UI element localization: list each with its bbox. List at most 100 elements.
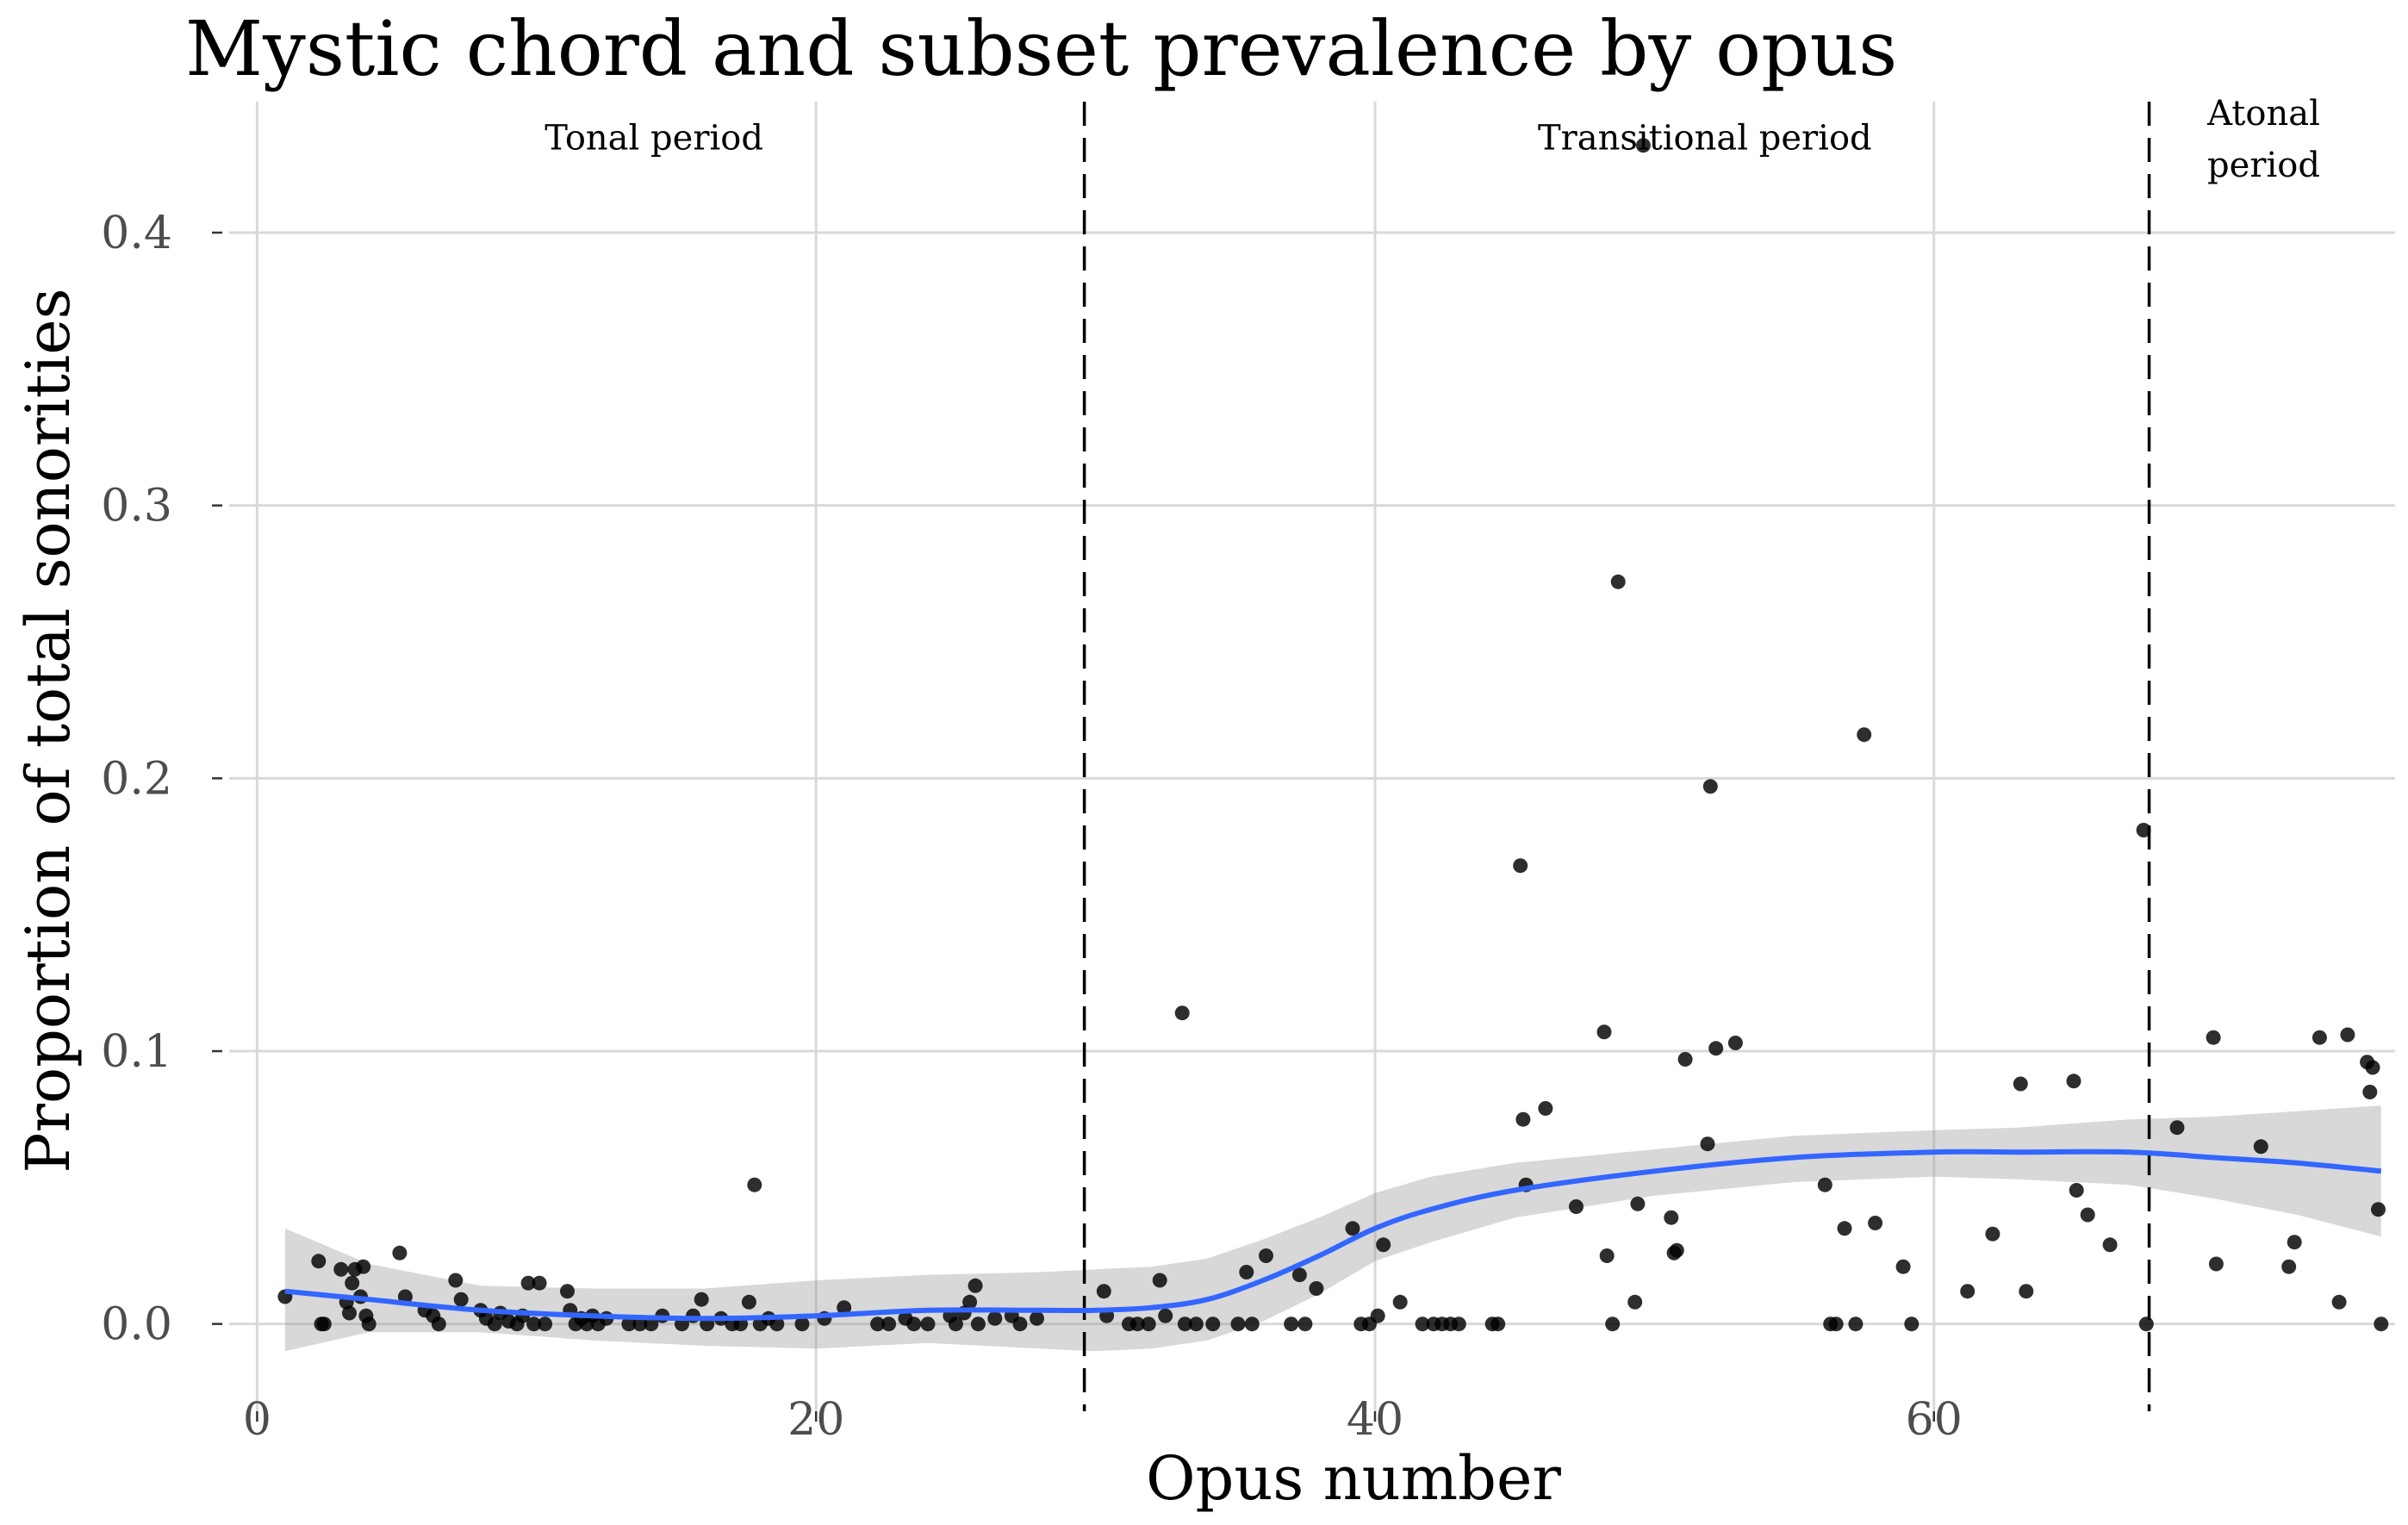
data-point: [2208, 1256, 2224, 1272]
data-point: [2136, 823, 2151, 837]
data-point: [794, 1316, 810, 1332]
data-point: [453, 1292, 469, 1307]
data-point: [1096, 1284, 1111, 1299]
data-point: [342, 1305, 357, 1321]
data-point: [1239, 1265, 1254, 1279]
grid-lines: [229, 102, 2395, 1411]
axis-ticks: 0.0 0.1 0.2 0.3 0.4 0 20 40 60: [101, 208, 1963, 1446]
period-annotation: Transitional period: [1538, 118, 1872, 158]
data-point: [1868, 1216, 1883, 1230]
data-point: [2365, 1060, 2380, 1075]
data-point: [1188, 1316, 1204, 1332]
data-point: [1828, 1316, 1844, 1332]
x-tick-label: 20: [787, 1394, 844, 1446]
data-point: [1030, 1310, 1044, 1326]
data-point: [2253, 1139, 2268, 1155]
data-point: [1610, 574, 1626, 589]
data-point: [448, 1273, 464, 1288]
x-axis-title: Opus number: [1146, 1443, 1561, 1514]
data-point: [1960, 1284, 1976, 1299]
data-point: [1259, 1248, 1273, 1263]
smooth-trend-line: [284, 1148, 2382, 1322]
x-tick-label: 60: [1906, 1394, 1963, 1446]
data-point: [1727, 1036, 1743, 1050]
data-point: [2340, 1027, 2355, 1043]
data-point: [1174, 1005, 1190, 1021]
data-point: [2102, 1237, 2118, 1253]
confidence-band: [284, 1105, 2381, 1352]
confidence-band-area: [284, 1105, 2381, 1352]
y-axis-title: Proportion of total sonorities: [13, 288, 84, 1173]
data-point: [2013, 1076, 2028, 1092]
data-points: [277, 138, 2389, 1332]
data-point: [1513, 858, 1528, 874]
data-point: [632, 1316, 648, 1332]
data-point: [968, 1278, 983, 1293]
data-point: [694, 1292, 709, 1307]
data-point: [1152, 1273, 1167, 1288]
data-point: [520, 1275, 536, 1291]
data-point: [392, 1245, 408, 1260]
data-point: [1284, 1316, 1299, 1332]
data-point: [1895, 1259, 1911, 1274]
period-annotation: Tonal period: [544, 118, 763, 158]
data-point: [1664, 1210, 1679, 1225]
data-point: [1599, 1248, 1615, 1263]
data-point: [431, 1316, 446, 1332]
data-point: [361, 1316, 376, 1332]
data-point: [837, 1300, 852, 1316]
x-tick-label: 0: [243, 1394, 271, 1446]
smooth-trend-path: [284, 1148, 2382, 1322]
data-point: [1309, 1281, 1324, 1296]
data-point: [2019, 1284, 2034, 1299]
data-point: [962, 1294, 978, 1310]
data-point: [1205, 1316, 1221, 1332]
data-point: [1244, 1316, 1260, 1332]
data-point: [1415, 1316, 1430, 1332]
data-point: [1297, 1316, 1313, 1332]
data-point: [1376, 1237, 1391, 1253]
data-point: [1538, 1101, 1553, 1116]
y-tick-label: 0.4: [101, 208, 172, 259]
data-point: [920, 1316, 936, 1332]
y-tick-label: 0.0: [101, 1299, 172, 1351]
data-point: [2281, 1259, 2297, 1274]
data-point: [526, 1316, 542, 1332]
data-point: [2331, 1294, 2347, 1310]
data-point: [1515, 1111, 1531, 1127]
data-point: [1627, 1294, 1643, 1310]
data-point: [1605, 1316, 1621, 1332]
data-point: [2066, 1074, 2081, 1089]
data-point: [1158, 1308, 1173, 1323]
data-point: [1702, 779, 1718, 794]
data-point: [2069, 1183, 2084, 1198]
period-annotation: Atonal: [2206, 94, 2320, 134]
data-point: [2374, 1316, 2389, 1332]
data-point: [1677, 1052, 1693, 1067]
data-point: [1857, 727, 1872, 743]
data-point: [311, 1254, 327, 1269]
data-point: [560, 1284, 575, 1299]
data-point: [1569, 1199, 1584, 1214]
data-point: [1904, 1316, 1920, 1332]
data-point: [1596, 1024, 1612, 1040]
data-point: [1129, 1316, 1145, 1332]
period-annotation: period: [2207, 146, 2320, 185]
data-point: [538, 1316, 553, 1332]
y-tick-label: 0.2: [101, 753, 172, 805]
data-point: [1669, 1242, 1684, 1258]
data-point: [881, 1316, 897, 1332]
data-point: [2312, 1030, 2327, 1045]
data-point: [1700, 1136, 1715, 1152]
data-point: [1451, 1316, 1466, 1332]
data-point: [1630, 1196, 1646, 1211]
data-point: [316, 1316, 332, 1332]
data-point: [621, 1316, 637, 1332]
data-point: [747, 1177, 762, 1192]
data-point: [769, 1316, 785, 1332]
chart-title: Mystic chord and subset prevalence by op…: [185, 4, 1897, 93]
data-point: [532, 1275, 547, 1291]
y-tick-label: 0.3: [101, 481, 172, 532]
data-point: [970, 1316, 986, 1332]
data-point: [1848, 1316, 1864, 1332]
